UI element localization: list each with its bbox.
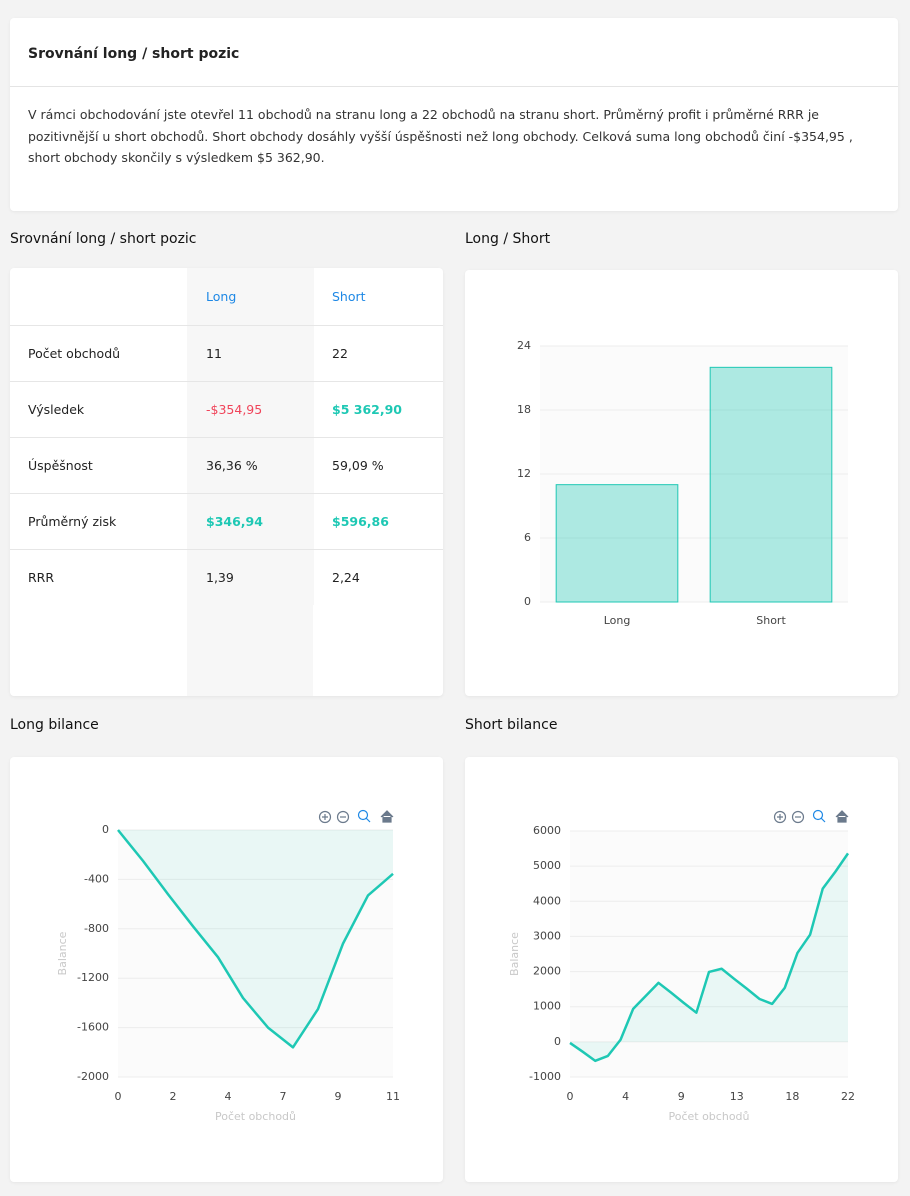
x-axis-title: Počet obchodů	[668, 1110, 749, 1123]
chart-title: Long bilance	[10, 717, 99, 733]
cell: $346,94	[188, 493, 314, 550]
chart-title: Short bilance	[465, 717, 558, 733]
x-tick-label: 9	[335, 1090, 342, 1103]
x-tick-label: 7	[280, 1090, 287, 1103]
y-tick-label: -1600	[77, 1021, 109, 1034]
bar	[709, 366, 833, 603]
y-tick-label: -400	[84, 872, 109, 885]
cell: $5 362,90	[314, 381, 443, 438]
y-tick-label: -2000	[77, 1070, 109, 1083]
y-tick-label: 4000	[533, 894, 561, 907]
area	[570, 853, 848, 1061]
plot-area	[570, 831, 848, 1077]
x-axis-title: Počet obchodů	[215, 1110, 296, 1123]
toolbar[interactable]	[318, 809, 849, 824]
x-tick-label: 4	[622, 1090, 629, 1103]
row-label: Počet obchodů	[10, 325, 188, 382]
y-tick-label: 0	[554, 1035, 561, 1048]
table-title: Srovnání long / short pozic	[10, 231, 197, 247]
summary-card: Srovnání long / short pozic V rámci obch…	[10, 18, 898, 211]
chart-title: Long / Short	[465, 231, 551, 247]
line	[117, 829, 394, 1049]
x-tick-label: Short	[756, 614, 786, 627]
y-tick-label: 5000	[533, 859, 561, 872]
header-cell: Short	[314, 268, 443, 326]
cell: $596,86	[314, 493, 443, 550]
area	[118, 830, 393, 1048]
row-label: RRR	[28, 570, 55, 585]
cell: 22	[314, 325, 443, 382]
cell: -$354,95	[188, 381, 314, 438]
divider	[10, 86, 898, 87]
x-tick-label: 0	[567, 1090, 574, 1103]
y-tick-label: 0	[102, 823, 109, 836]
x-tick-label: 22	[841, 1090, 855, 1103]
cell: 36,36 %	[188, 437, 314, 494]
comparison-table: Long Short Počet obchodů 11 22 Výsledek -$3…	[10, 268, 443, 605]
y-tick-label: 24	[517, 339, 531, 352]
summary-title: Srovnání long / short pozic	[28, 46, 240, 62]
y-tick-label: 0	[524, 595, 531, 608]
x-tick-label: 2	[170, 1090, 177, 1103]
header-cell	[10, 268, 188, 326]
header-cell: Long	[188, 268, 314, 326]
y-axis-title: Balance	[508, 932, 521, 976]
y-tick-label: -1000	[529, 1070, 561, 1083]
x-tick-label: 0	[115, 1090, 122, 1103]
plot-area	[118, 830, 393, 1077]
y-tick-label: -1200	[77, 971, 109, 984]
x-tick-label: 13	[730, 1090, 744, 1103]
x-tick-label: 9	[678, 1090, 685, 1103]
y-tick-label: 6000	[533, 824, 561, 837]
y-tick-label: 6	[524, 531, 531, 544]
cell: 1,39	[188, 549, 314, 605]
y-tick-label: 18	[517, 403, 531, 416]
table-card: Long Short Počet obchodů 11 22 Výsledek -$3…	[10, 268, 443, 696]
x-tick-label: Long	[604, 614, 631, 627]
cell: 2,24	[332, 570, 360, 585]
bar	[555, 484, 679, 603]
y-tick-label: 2000	[533, 965, 561, 978]
x-tick-label: 11	[386, 1090, 400, 1103]
y-tick-label: 1000	[533, 1000, 561, 1013]
y-axis-title: Balance	[56, 931, 69, 975]
line	[569, 852, 850, 1063]
y-tick-label: 3000	[533, 929, 561, 942]
y-tick-label: 12	[517, 467, 531, 480]
cell: 59,09 %	[314, 437, 443, 494]
row-label: Úspěšnost	[10, 437, 188, 494]
y-tick-label: -800	[84, 922, 109, 935]
row-label: Průměrný zisk	[10, 493, 188, 550]
x-tick-label: 18	[785, 1090, 799, 1103]
x-tick-label: 4	[225, 1090, 232, 1103]
row-label: Výsledek	[10, 381, 188, 438]
cell: 11	[188, 325, 314, 382]
summary-text: V rámci obchodování jste otevřel 11 obch…	[28, 107, 853, 165]
